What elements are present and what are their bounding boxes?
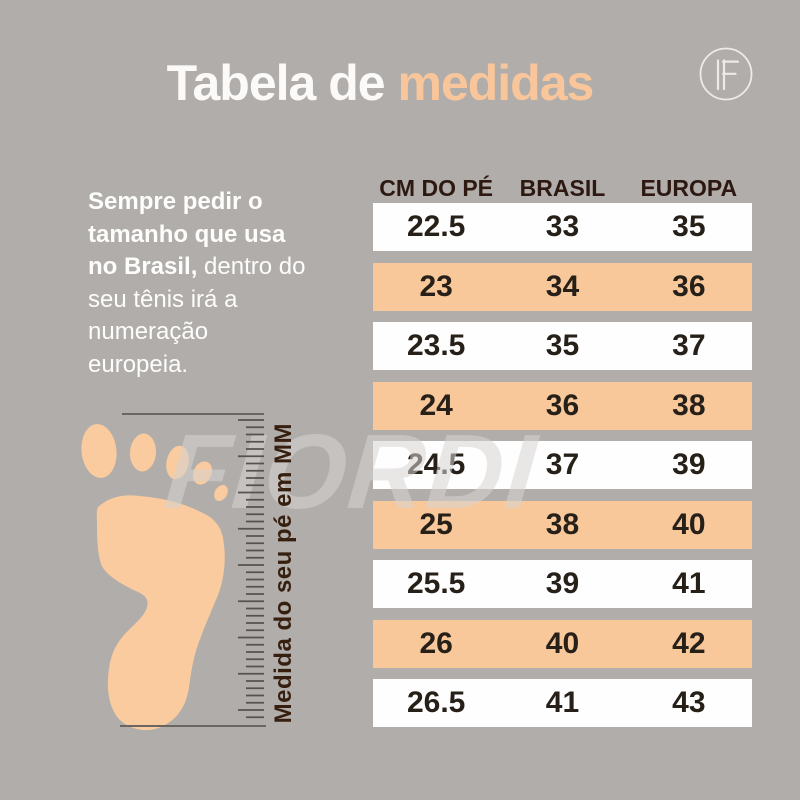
- size-table-header: CM DO PÉ BRASIL EUROPA: [373, 173, 752, 203]
- intro-line: numeração: [88, 318, 209, 345]
- size-table: CM DO PÉ BRASIL EUROPA 22.5 33 35 23 34 36 23.5 3…: [373, 173, 752, 727]
- footprint-illustration: [81, 424, 228, 731]
- intro-line: no Brasil, dentro do: [88, 253, 306, 280]
- table-cell-europa: 43: [672, 686, 706, 719]
- table-cell-cm: 23.5: [406, 329, 466, 362]
- table-row: 24 36 38: [373, 381, 752, 430]
- ruler-icon: [120, 413, 266, 727]
- intro-line: Sempre pedir o: [88, 188, 263, 215]
- table-cell-europa: 40: [672, 507, 706, 541]
- table-cell-cm: 23: [419, 269, 453, 303]
- page-title-accent: medidas: [397, 55, 594, 111]
- table-cell-brasil: 36: [545, 388, 580, 422]
- table-cell-europa: 38: [672, 388, 706, 422]
- table-cell-europa: 37: [672, 329, 706, 362]
- table-cell-brasil: 38: [545, 507, 580, 541]
- column-header: EUROPA: [640, 174, 738, 201]
- size-table-body: 22.5 33 35 23 34 36 23.5 35 37 24 36 38 24.5 37 39 25 38…: [373, 203, 752, 727]
- table-cell-brasil: 34: [545, 269, 580, 303]
- table-cell-europa: 39: [672, 448, 706, 481]
- table-cell-brasil: 40: [545, 626, 580, 660]
- table-cell-brasil: 35: [545, 329, 580, 362]
- table-cell-cm: 24.5: [406, 448, 466, 481]
- table-row: 25 38 40: [373, 500, 752, 549]
- column-header: CM DO PÉ: [379, 174, 494, 201]
- table-row: 22.5 33 35: [373, 203, 752, 251]
- table-cell-europa: 36: [672, 269, 706, 303]
- table-row: 23.5 35 37: [373, 322, 752, 370]
- table-row: 23 34 36: [373, 262, 752, 311]
- brand-monogram-icon: [699, 47, 753, 101]
- table-cell-europa: 41: [672, 567, 706, 600]
- table-cell-brasil: 33: [545, 210, 580, 243]
- table-cell-cm: 24: [419, 388, 453, 422]
- table-cell-cm: 26: [419, 626, 453, 660]
- page-title-main: Tabela de: [166, 55, 386, 111]
- table-cell-cm: 25.5: [406, 567, 466, 600]
- table-row: 26.5 41 43: [373, 679, 752, 727]
- table-row: 25.5 39 41: [373, 560, 752, 608]
- table-row: 26 40 42: [373, 619, 752, 668]
- intro-line: europeia.: [88, 350, 189, 378]
- intro-line: seu tênis irá a: [88, 285, 238, 313]
- table-cell-cm: 22.5: [406, 210, 466, 243]
- intro-line: tamanho que usa: [88, 220, 286, 248]
- ruler-label: Medida do seu pé em MM: [270, 422, 297, 724]
- column-header: BRASIL: [519, 174, 606, 201]
- table-cell-europa: 35: [672, 210, 706, 243]
- table-row: 24.5 37 39: [373, 441, 752, 489]
- table-cell-europa: 42: [672, 626, 706, 660]
- table-cell-brasil: 41: [545, 686, 580, 719]
- brand-logo: [696, 44, 756, 104]
- table-cell-brasil: 37: [545, 448, 580, 481]
- table-cell-brasil: 39: [545, 567, 580, 600]
- table-cell-cm: 25: [419, 507, 453, 541]
- intro-text: Sempre pedir o tamanho que usa no Brasil, …: [88, 186, 388, 381]
- table-cell-cm: 26.5: [406, 686, 466, 719]
- page-title: Tabela de medidas: [0, 54, 760, 112]
